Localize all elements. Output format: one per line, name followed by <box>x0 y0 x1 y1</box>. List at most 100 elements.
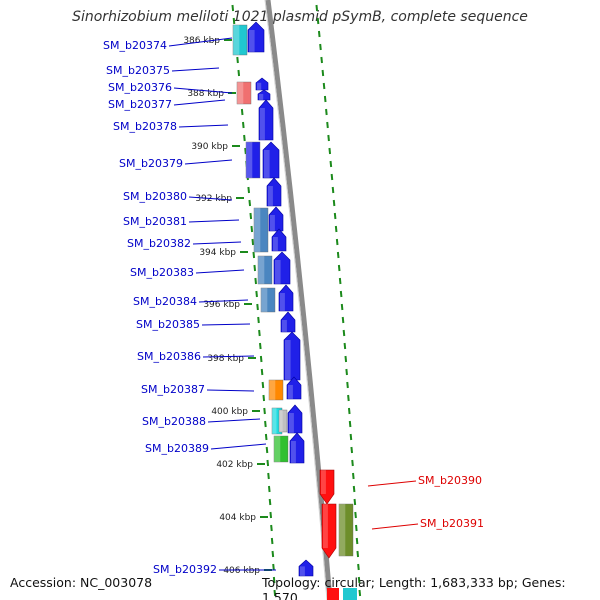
gene-leader-line <box>198 299 249 303</box>
gene-label-forward: SM_b20378 <box>113 120 177 133</box>
inner-scale-ring-dash <box>247 186 251 194</box>
outer-scale-ring-dash <box>352 485 356 493</box>
cog-block-shade <box>258 256 265 284</box>
outer-scale-ring-dash <box>331 186 335 194</box>
outer-scale-ring-dash <box>356 550 360 558</box>
outer-scale-ring-dash <box>348 420 352 428</box>
kbp-tick-label: 398 kbp <box>207 354 244 364</box>
cog-block-shade <box>246 142 253 178</box>
cog-block <box>273 435 289 463</box>
gene-label-forward: SM_b20376 <box>108 81 172 94</box>
inner-scale-ring-dash <box>240 108 244 116</box>
inner-scale-ring-dash <box>269 511 273 519</box>
gene-label-forward: SM_b20377 <box>108 98 172 111</box>
cog-block <box>268 379 284 401</box>
outer-scale-ring-dash <box>328 147 332 155</box>
gene-label-forward: SM_b20374 <box>103 39 167 52</box>
cog-block <box>232 24 248 56</box>
cog-block-shade <box>254 208 261 252</box>
cog-block-shade <box>233 25 240 55</box>
gene-arrow-forward-shade <box>275 260 281 284</box>
gene-label-forward: SM_b20375 <box>106 64 170 77</box>
gene-arrow-forward-shade <box>289 413 294 433</box>
outer-scale-ring-dash <box>319 43 322 51</box>
inner-scale-ring-dash <box>249 212 253 220</box>
inner-scale-ring-dash <box>267 472 270 480</box>
inner-scale-ring-dash <box>236 56 239 64</box>
cog-block <box>260 287 276 313</box>
gene-arrow-forward <box>298 559 314 577</box>
inner-scale-ring-dash <box>257 316 260 324</box>
outer-scale-ring-dash <box>317 30 321 38</box>
inner-scale-ring-dash <box>268 498 272 506</box>
outer-scale-ring-dash <box>350 446 354 454</box>
kbp-tick-label: 388 kbp <box>187 89 224 99</box>
inner-scale-ring-dash <box>263 407 266 415</box>
gene-arrow-forward <box>262 141 280 179</box>
outer-scale-ring-dash <box>315 4 319 12</box>
gene-arrow-forward <box>271 228 287 252</box>
gene-label-reverse: SM_b20390 <box>418 474 482 487</box>
gene-arrow-forward-shade <box>260 108 265 140</box>
gene-leader-line <box>192 241 242 245</box>
gene-leader-line <box>367 480 417 487</box>
gene-arrow-reverse <box>321 503 337 559</box>
inner-scale-ring-dash <box>273 589 277 597</box>
inner-scale-ring-dash <box>248 199 252 207</box>
gene-label-forward: SM_b20382 <box>127 237 191 250</box>
gene-arrow-forward-shade <box>257 82 262 90</box>
gene-arrow-forward <box>286 376 302 400</box>
gene-leader-line <box>173 87 233 94</box>
gene-label-layer: SM_b20374 SM_b20375 SM_b20376 SM_b20377 SM_b… <box>103 37 484 576</box>
gene-leader-line <box>188 219 240 223</box>
kbp-tick-label: 394 kbp <box>199 248 236 258</box>
cog-block <box>257 255 273 285</box>
gene-leader-line <box>202 355 255 358</box>
outer-scale-ring-dash <box>316 17 320 25</box>
outer-scale-ring-dash <box>338 277 342 285</box>
gene-arrow-forward <box>258 99 274 141</box>
inner-scale-ring-dash <box>272 563 275 571</box>
cog-track <box>232 24 357 600</box>
outer-scale-ring-dash <box>344 355 348 363</box>
inner-scale-ring-dash <box>270 537 274 545</box>
gene-arrow-forward <box>247 21 265 53</box>
gene-label-forward: SM_b20388 <box>142 415 206 428</box>
cog-block-shade <box>269 380 276 400</box>
outer-scale-ring-dash <box>333 212 337 220</box>
outer-scale-ring-dash <box>339 290 343 298</box>
outer-scale-ring-dash <box>332 199 336 207</box>
topology-text: Topology: circular; Length: 1,683,333 bp… <box>262 575 566 600</box>
cog-block <box>343 588 357 600</box>
outer-scale-ring-dash <box>345 368 348 376</box>
outer-scale-ring-dash <box>327 134 330 142</box>
inner-scale-ring-dash <box>255 290 258 298</box>
gene-label-forward: SM_b20385 <box>136 318 200 331</box>
outer-scale-ring-dash <box>335 238 339 246</box>
gene-arrow-forward-shade <box>273 237 278 251</box>
gene-arrow-forward-shade <box>300 566 305 576</box>
accession-text: Accession: NC_003078 <box>10 575 153 590</box>
outer-scale-ring-dash <box>357 576 361 584</box>
outer-scale-ring-dash <box>340 303 344 311</box>
outer-scale-ring-dash <box>358 589 362 597</box>
gene-arrow-forward-shade <box>259 94 264 100</box>
gene-arrow-forward <box>273 251 291 285</box>
outer-scale-ring-dash <box>347 394 350 402</box>
kbp-tick-label: 386 kbp <box>183 36 220 46</box>
outer-scale-ring-dash <box>349 433 353 441</box>
cog-block-shade <box>261 288 268 312</box>
inner-scale-ring-dash <box>271 550 275 558</box>
gene-label-forward: SM_b20384 <box>133 295 197 308</box>
outer-scale-ring-dash <box>353 498 357 506</box>
kbp-tick-label: 390 kbp <box>191 142 228 152</box>
cog-block <box>236 81 252 105</box>
cog-block-shade <box>279 410 283 432</box>
gene-arrow-forward <box>255 77 269 91</box>
gene-label-forward: SM_b20386 <box>137 350 201 363</box>
inner-scale-ring-dash <box>261 381 265 389</box>
inner-scale-ring-dash <box>250 225 254 233</box>
gene-leader-line <box>201 323 251 326</box>
outer-scale-ring-dash <box>325 108 328 116</box>
outer-scale-ring-dash <box>320 56 323 64</box>
